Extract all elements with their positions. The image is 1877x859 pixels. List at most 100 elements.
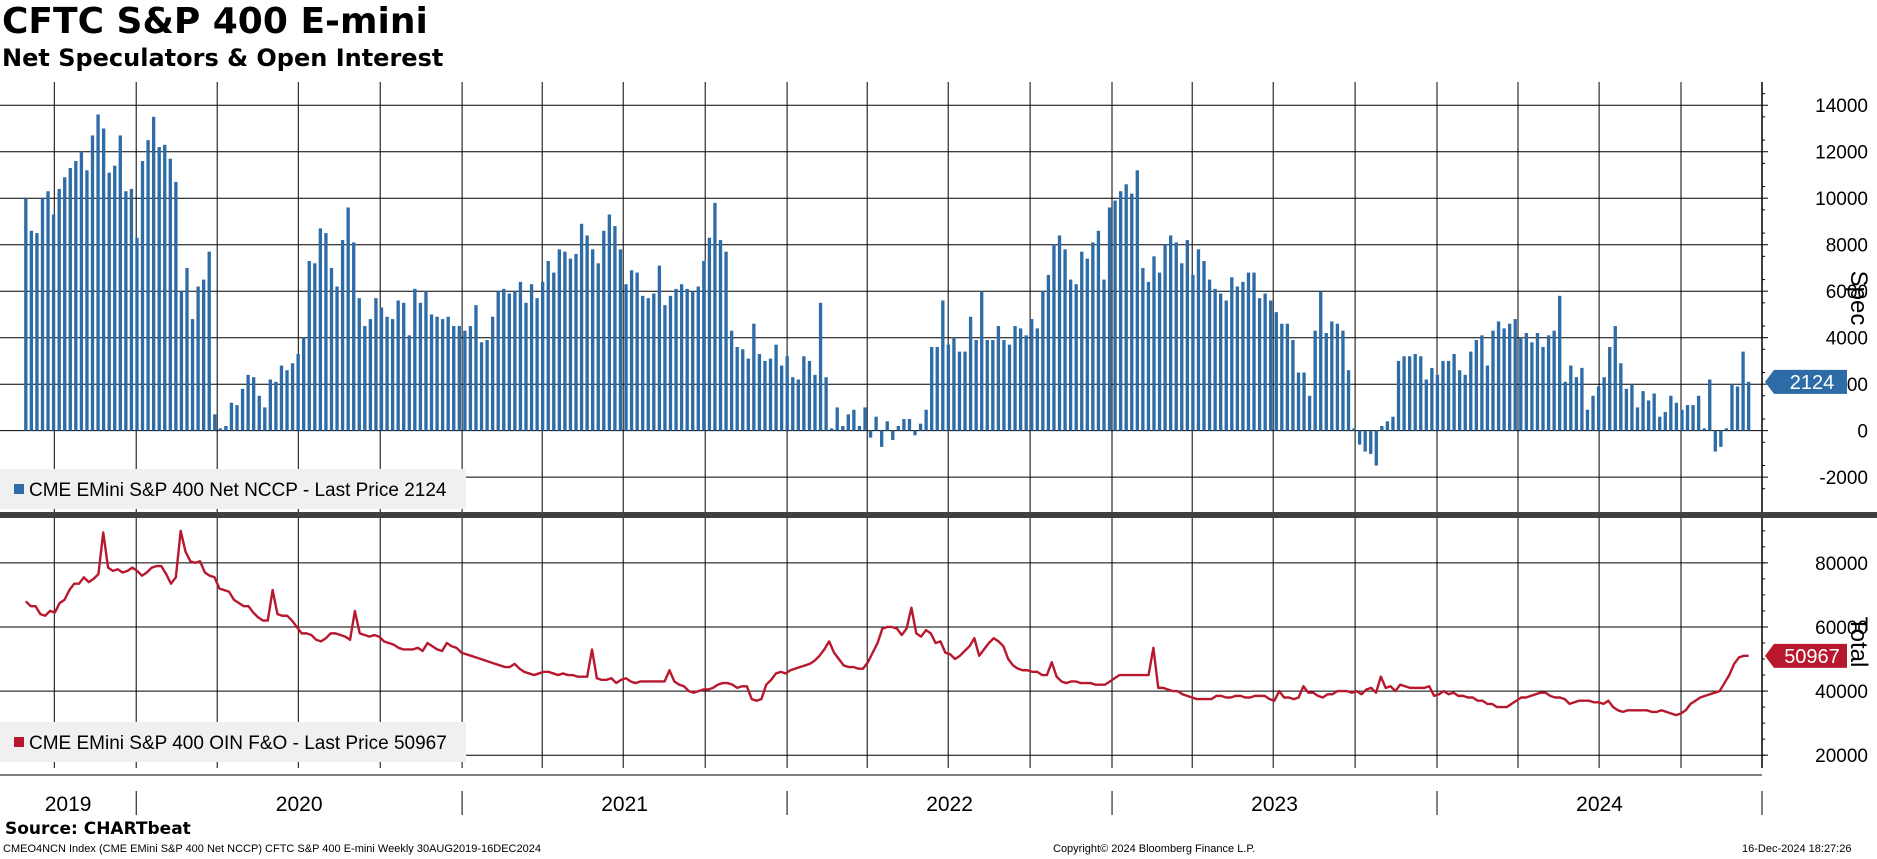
bar (1680, 409, 1684, 431)
y-tick-label-bottom: 40000 (1815, 682, 1868, 703)
bar (1724, 428, 1729, 431)
bar (485, 340, 489, 431)
chart-subtitle: Net Speculators & Open Interest (2, 44, 444, 72)
bar (46, 191, 50, 431)
bar (1096, 230, 1101, 431)
bar (435, 316, 439, 431)
line-series (24, 529, 1749, 717)
bar (1735, 386, 1740, 431)
bar (1669, 395, 1673, 431)
bar (1502, 328, 1506, 431)
bar (629, 270, 634, 431)
bar (1068, 279, 1073, 431)
bar (1402, 356, 1406, 431)
bar (190, 319, 195, 431)
bar (1213, 288, 1217, 431)
bar (1252, 272, 1256, 431)
bar (924, 409, 928, 431)
bar (807, 360, 812, 431)
bar (140, 161, 145, 431)
bar (880, 430, 884, 447)
bar (507, 293, 511, 431)
last-value-tag-bottom: 50967 (1765, 643, 1847, 668)
bar (1285, 323, 1290, 431)
bar (874, 416, 878, 431)
legend-bottom-text: CME EMini S&P 400 OIN F&O - Last Price 5… (29, 733, 447, 754)
bar (529, 284, 534, 431)
legend-bottom: CME EMini S&P 400 OIN F&O - Last Price 5… (0, 722, 466, 762)
bar (1130, 193, 1134, 431)
bar (1391, 416, 1395, 431)
bar (624, 284, 628, 431)
last-value-tag-top-text: 2124 (1790, 372, 1835, 394)
chart-title: CFTC S&P 400 E-mini (2, 1, 428, 42)
bar (1091, 242, 1095, 431)
bar (1102, 279, 1106, 431)
bar (1274, 312, 1278, 431)
bar (85, 170, 89, 431)
bar (968, 316, 973, 431)
bar (1691, 405, 1695, 431)
source-label: Source: CHARTbeat (5, 819, 191, 839)
bar (385, 316, 389, 431)
y-tick-label-bottom: 60000 (1815, 618, 1868, 639)
bar (868, 430, 873, 438)
bar (113, 165, 117, 431)
bar (279, 365, 284, 431)
bar (185, 267, 189, 431)
bar (207, 251, 211, 431)
bar (1585, 409, 1590, 431)
bar (1341, 330, 1345, 431)
y-tick-label-top: -2000 (1819, 468, 1868, 489)
bar (741, 349, 745, 431)
bar (974, 340, 978, 431)
bar (1430, 367, 1434, 431)
bar (824, 377, 828, 431)
bar (268, 379, 273, 431)
bar (174, 181, 178, 431)
bar (1646, 400, 1651, 431)
bar (1746, 381, 1751, 431)
bar (285, 370, 289, 431)
bar (1230, 277, 1234, 431)
bar (852, 409, 856, 431)
bar (357, 298, 361, 431)
bar (746, 358, 750, 431)
bar (735, 346, 739, 431)
ticker-info: CMEO4NCN Index (CME EMini S&P 400 Net NC… (3, 843, 541, 855)
bar (1374, 430, 1378, 466)
bar (1185, 240, 1189, 431)
bar (1280, 323, 1284, 431)
bar (768, 358, 773, 431)
y-tick-label-top: 14000 (1815, 96, 1868, 117)
bar (179, 291, 184, 431)
bar (407, 335, 411, 431)
bar (1685, 405, 1690, 431)
last-value-tag-bottom-shape (1765, 643, 1847, 668)
bar (479, 342, 484, 431)
bar (891, 430, 895, 440)
bar (1563, 381, 1567, 431)
bar (1007, 344, 1012, 431)
bar (602, 230, 606, 431)
bar (718, 240, 723, 431)
bar (1463, 374, 1467, 431)
bar (1052, 244, 1056, 431)
bar (841, 426, 845, 431)
bar (424, 291, 428, 431)
bar (1157, 272, 1162, 431)
bar (1235, 286, 1240, 431)
bar (1407, 356, 1412, 431)
bar (318, 228, 323, 431)
y-tick-label-top: 10000 (1815, 189, 1868, 210)
bar (1419, 356, 1423, 431)
bar (1674, 402, 1679, 431)
bar (1446, 360, 1451, 431)
bar (1146, 281, 1151, 431)
bar (663, 305, 667, 431)
bar (263, 407, 267, 431)
bar (591, 249, 595, 431)
bar (941, 300, 945, 431)
bar (63, 177, 67, 431)
bar (502, 288, 506, 431)
